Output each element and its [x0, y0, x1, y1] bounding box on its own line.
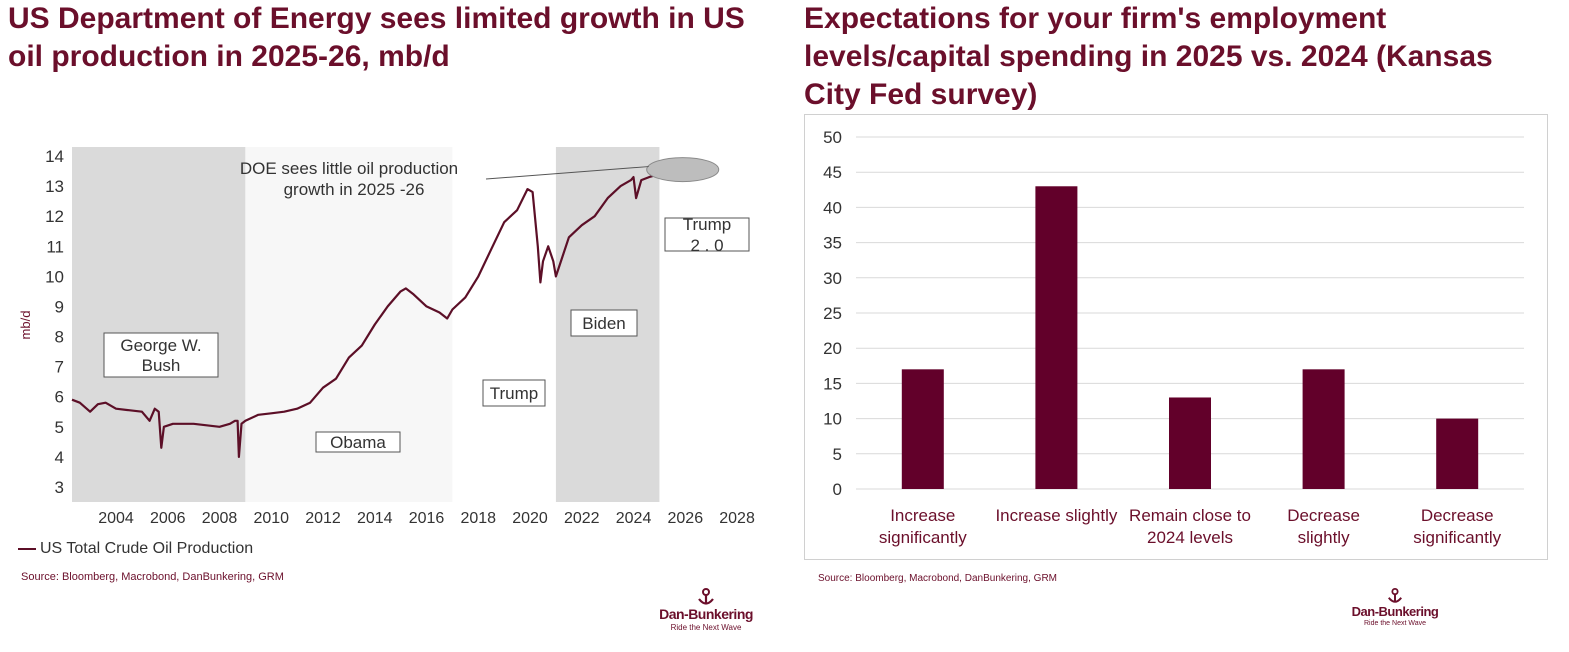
annotation-text: DOE sees little oil production [240, 159, 458, 178]
annotation-text: growth in 2025 -26 [284, 180, 425, 199]
period-label-bush-box [103, 332, 219, 378]
category-label: 2024 levels [1147, 528, 1233, 547]
y-tick-label: 20 [823, 339, 842, 358]
y-tick-label: 11 [46, 237, 64, 256]
y-tick-label: 5 [55, 418, 64, 437]
x-tick-label: 2024 [616, 510, 652, 527]
y-tick-label: 8 [55, 328, 64, 347]
y-tick-label: 7 [55, 358, 64, 377]
annotation-leader-line [485, 166, 649, 180]
period-label-trump-2: Trump 2 . 0 [664, 215, 750, 255]
period-label-obama-text: Obama [330, 433, 386, 452]
y-tick-label: 13 [45, 177, 64, 196]
category-label: Decrease [1287, 506, 1360, 525]
anchor-icon [698, 588, 714, 605]
category-label: significantly [879, 528, 967, 547]
survey-bar-chart: 0 5 10 15 20 25 30 35 40 45 50 Increase significant… [823, 128, 1524, 547]
period-label-trump-2-text: Trump [683, 215, 732, 234]
left-source-note: Source: Bloomberg, Macrobond, DanBunkeri… [21, 571, 284, 583]
y-tick-label: 15 [823, 374, 842, 393]
y-tick-label: 10 [45, 267, 64, 286]
y-axis-label: mb/d [18, 311, 33, 340]
bar [1035, 186, 1078, 489]
period-label-trump-text: Trump [490, 384, 539, 403]
y-tick-label: 30 [823, 269, 842, 288]
logo-tagline: Ride the Next Wave [1364, 620, 1426, 627]
y-tick-label: 0 [833, 480, 842, 499]
right-source-note: Source: Bloomberg, Macrobond, DanBunkeri… [818, 573, 1058, 584]
bar [1302, 369, 1345, 489]
y-tick-label: 45 [823, 163, 842, 182]
category-label: significantly [1413, 528, 1501, 547]
bar-chart-frame [804, 114, 1548, 560]
y-tick-label: 9 [55, 297, 64, 316]
period-label-obama-box [315, 431, 401, 453]
logo-right: Dan-Bunkering Ride the Next Wave [1343, 588, 1447, 627]
x-tick-label: 2010 [253, 510, 289, 527]
period-label-trump-2-box [664, 217, 750, 252]
shaded-period [72, 147, 246, 502]
period-label-biden-box [570, 309, 638, 337]
y-tick-label: 10 [823, 410, 842, 429]
period-label-bush: George W.Bush [103, 332, 219, 378]
x-tick-label: 2004 [98, 510, 134, 527]
y-tick-label: 50 [823, 128, 842, 147]
legend-swatch [18, 548, 36, 550]
x-tick-label: 2018 [460, 510, 496, 527]
legend-label: US Total Crude Oil Production [40, 540, 254, 557]
y-tick-label: 40 [823, 198, 842, 217]
x-tick-label: 2006 [150, 510, 186, 527]
category-label: Decrease [1421, 506, 1494, 525]
period-label-trump-2-text: 2 . 0 [690, 236, 723, 255]
x-tick-label: 2020 [512, 510, 548, 527]
bar [901, 369, 944, 489]
period-label-biden: Biden [570, 309, 638, 337]
period-label-trump-box [482, 379, 546, 407]
oil-production-line-chart: 3 4 5 6 7 8 9 10 11 12 13 14 2004 2006 2008 2010 2012 20… [18, 147, 755, 527]
bar [1169, 397, 1211, 489]
y-tick-label: 12 [45, 207, 64, 226]
left-chart-title: US Department of Energy sees limited gro… [8, 2, 745, 73]
oil-production-series-line [71, 165, 709, 458]
x-tick-label: 2028 [719, 510, 755, 527]
anchor-icon [1388, 588, 1402, 603]
period-label-bush-text: Bush [142, 356, 181, 375]
logo-left: Dan-Bunkering Ride the Next Wave [648, 588, 764, 632]
x-tick-label: 2008 [202, 510, 238, 527]
x-tick-label: 2014 [357, 510, 393, 527]
forecast-highlight-ellipse [646, 157, 720, 183]
logo-tagline: Ride the Next Wave [670, 623, 742, 632]
y-tick-label: 6 [55, 388, 64, 407]
x-tick-label: 2016 [409, 510, 445, 527]
y-tick-label: 14 [45, 147, 64, 166]
y-tick-label: 4 [55, 448, 64, 467]
logo-brand: Dan-Bunkering [659, 606, 753, 622]
y-tick-label: 5 [833, 445, 842, 464]
x-tick-label: 2012 [305, 510, 341, 527]
category-label: slightly [1298, 528, 1350, 547]
line-legend: US Total Crude Oil Production [18, 540, 253, 558]
logo-brand: Dan-Bunkering [1351, 604, 1439, 619]
y-tick-label: 25 [823, 304, 842, 323]
y-tick-label: 35 [823, 234, 842, 253]
period-label-biden-text: Biden [582, 314, 625, 333]
y-tick-label: 3 [55, 478, 64, 497]
bar [1436, 418, 1479, 489]
period-label-bush-text: George W. [120, 336, 201, 355]
x-tick-label: 2026 [668, 510, 704, 527]
category-label: Increase slightly [995, 506, 1117, 525]
right-chart-title: Expectations for your firm's employment … [804, 2, 1493, 111]
category-label: Increase [890, 506, 955, 525]
x-tick-label: 2022 [564, 510, 600, 527]
period-label-obama: Obama [315, 431, 401, 453]
category-label: Remain close to [1129, 506, 1251, 525]
period-label-trump: Trump [482, 379, 546, 407]
